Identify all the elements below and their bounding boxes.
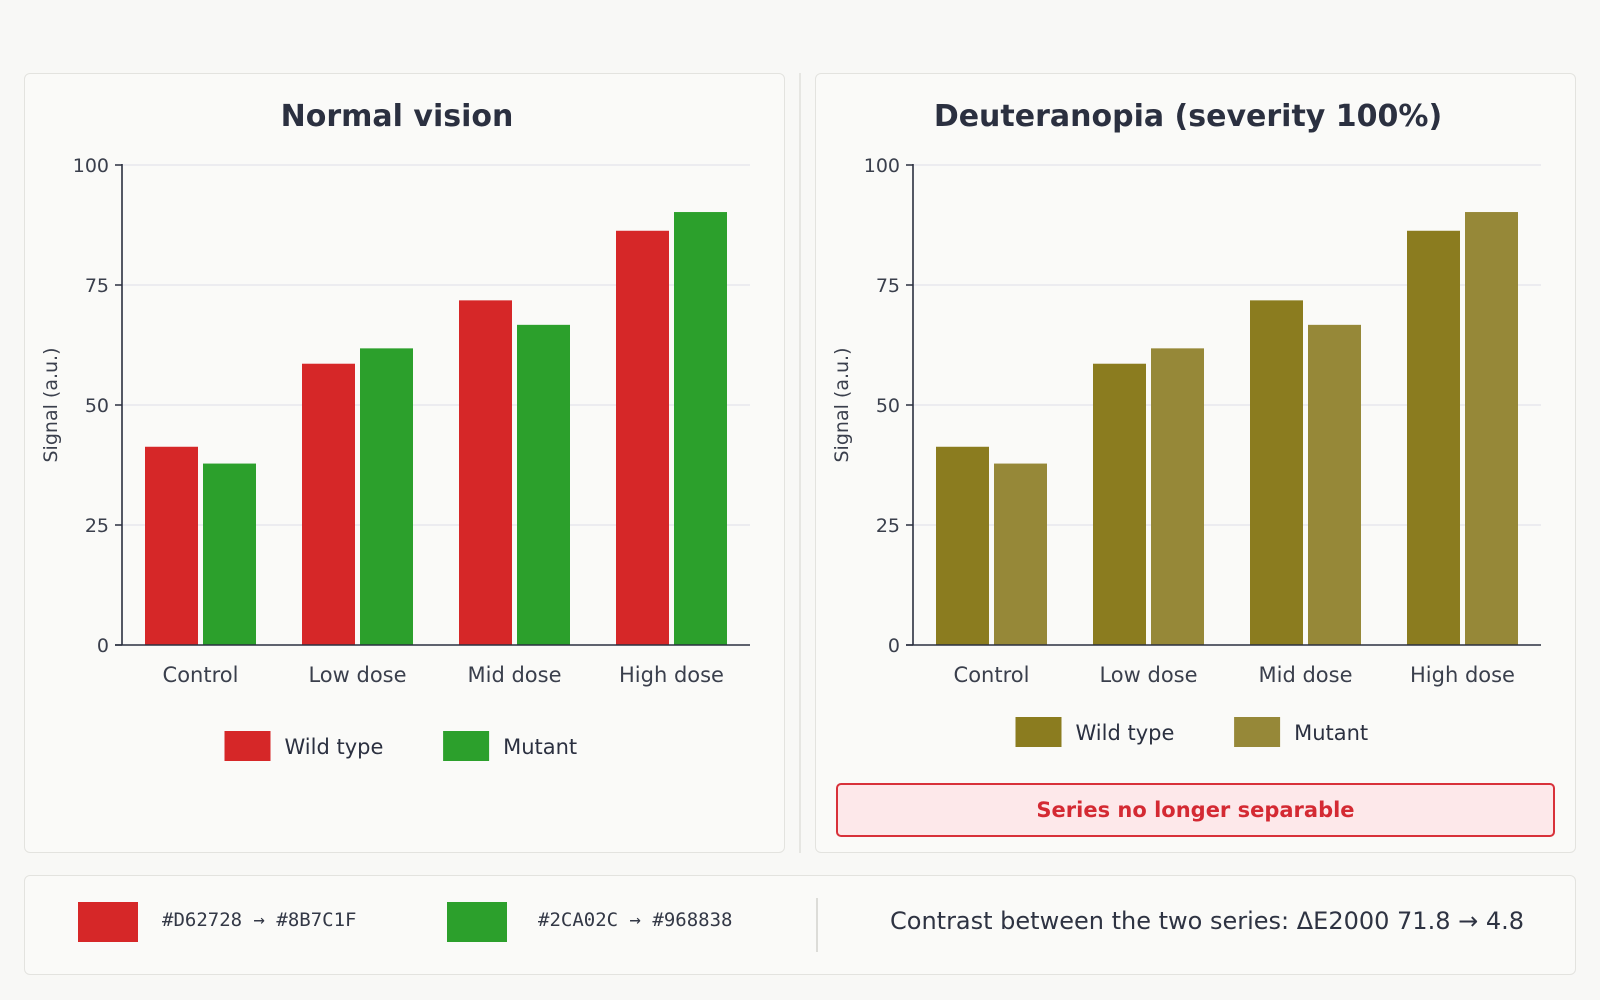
deuteranopia-chart: Deuteranopia (severity 100%) 0 25 50 75 100 Si… [831,99,1541,747]
mutant-swatch [447,902,507,942]
chart-title: Deuteranopia (severity 100%) [934,99,1442,134]
bar-mutant-mid-dose [1308,324,1361,645]
y-tick-label: 100 [73,155,109,177]
legend-swatch [443,731,490,761]
y-tick-label: 0 [97,635,109,657]
x-tick-label: Control [954,663,1030,687]
y-tick-label: 75 [876,275,900,297]
y-tick-label: 100 [864,155,900,177]
contrast-readout: Contrast between the two series: ΔE2000 … [890,907,1525,935]
deuteranopia-panel: Deuteranopia (severity 100%) 0 25 50 75 100 Si… [815,73,1576,853]
x-tick-label: Control [163,663,239,687]
y-tick-label: 25 [85,515,109,537]
legend-label: Wild type [285,735,384,759]
bar-mutant-high-dose [674,212,727,646]
separability-warning: Series no longer separable [836,783,1555,837]
x-tick-label: High dose [619,663,724,687]
wild-type-swatch [78,902,138,942]
bar-mutant-low-dose [1151,348,1204,645]
legend-label: Wild type [1076,721,1175,745]
bar-wild-type-mid-dose [1250,300,1303,645]
legend-swatch [224,731,271,761]
x-tick-label: Low dose [308,663,406,687]
x-tick-label: Low dose [1099,663,1197,687]
bar-mutant-control [203,463,256,645]
normal-vision-chart: Normal vision 0 25 50 75 100 Signal (a.u.) Cont… [40,99,750,761]
bar-divider [816,898,818,952]
bar-mutant-mid-dose [517,324,570,645]
y-axis-label: Signal (a.u.) [40,348,62,463]
bar-wild-type-low-dose [302,363,355,645]
wild-type-mapping: #D62728 → #8B7C1F [162,909,357,931]
bar-wild-type-low-dose [1093,363,1146,645]
legend-swatch [1234,717,1281,747]
x-tick-label: High dose [1410,663,1515,687]
legend-label: Mutant [503,735,577,759]
legend-label: Mutant [1294,721,1368,745]
legend-swatch [1015,717,1062,747]
bar-mutant-high-dose [1465,212,1518,646]
y-tick-label: 25 [876,515,900,537]
y-tick-label: 50 [85,395,109,417]
y-tick-label: 75 [85,275,109,297]
mutant-mapping: #2CA02C → #968838 [538,909,733,931]
y-tick-label: 0 [888,635,900,657]
bar-wild-type-high-dose [1407,230,1460,645]
bar-mutant-control [994,463,1047,645]
bar-wild-type-control [145,446,198,645]
color-mapping-bar: #D62728 → #8B7C1F #2CA02C → #968838 Cont… [24,875,1576,975]
bar-mutant-low-dose [360,348,413,645]
bar-wild-type-high-dose [616,230,669,645]
bar-wild-type-mid-dose [459,300,512,645]
normal-vision-panel: Normal vision 0 25 50 75 100 Signal (a.u.) Cont… [24,73,785,853]
panel-divider [799,73,801,853]
y-axis-label: Signal (a.u.) [831,348,853,463]
chart-title: Normal vision [281,99,514,134]
x-tick-label: Mid dose [1259,663,1353,687]
bar-wild-type-control [936,446,989,645]
x-tick-label: Mid dose [468,663,562,687]
y-tick-label: 50 [876,395,900,417]
